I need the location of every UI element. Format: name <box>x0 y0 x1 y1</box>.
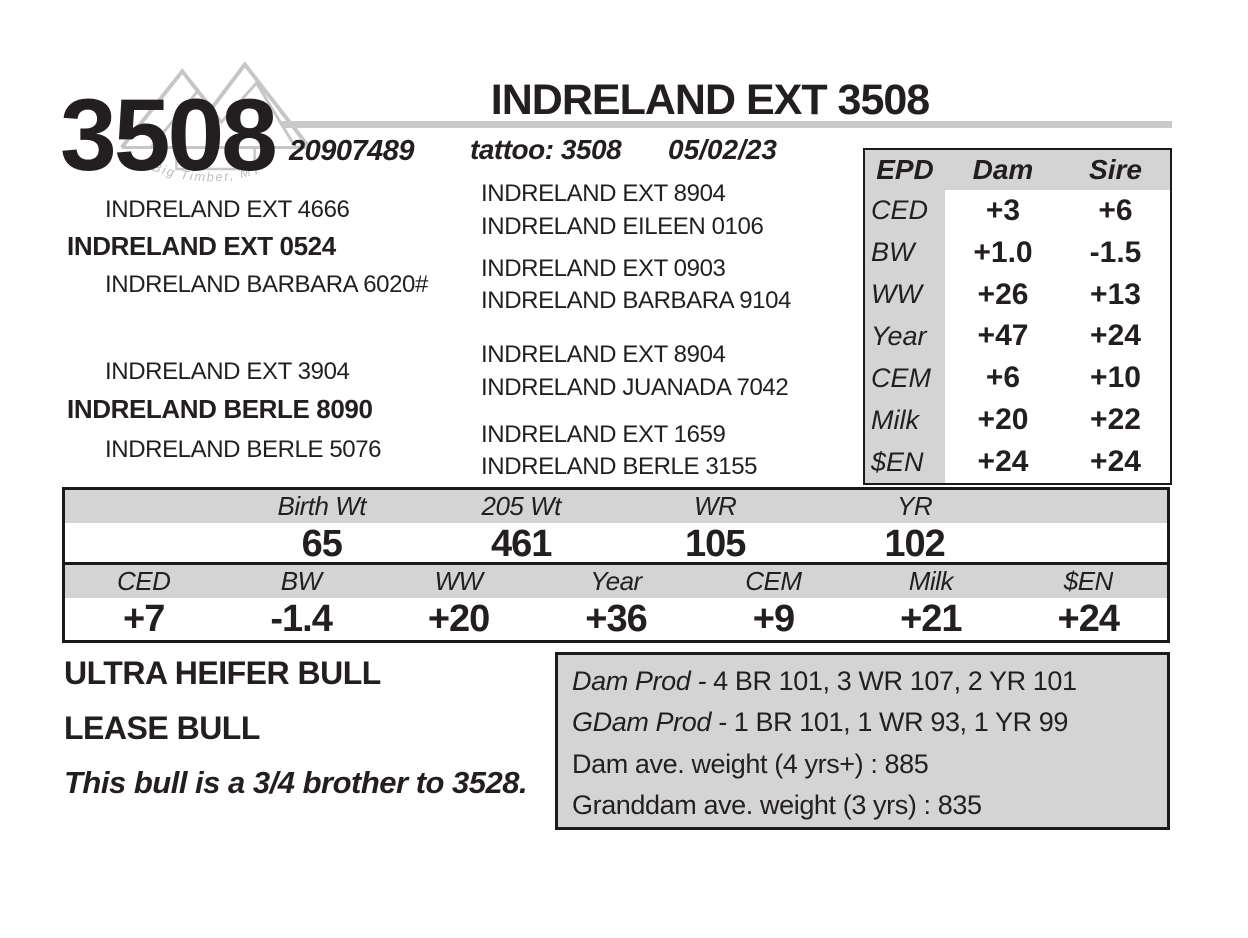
dam-production-box: Dam Prod - 4 BR 101, 3 WR 107, 2 YR 101 … <box>555 652 1170 830</box>
spacer <box>65 523 219 566</box>
dam-prod-label: Dam Prod - <box>572 666 714 696</box>
dam-prod-value: 4 BR 101, 3 WR 107, 2 YR 101 <box>713 666 1077 696</box>
perf-value-205-wt: 461 <box>491 523 552 565</box>
epd-sire-value: -1.5 <box>1061 231 1170 274</box>
perf-header-wr: WR <box>693 491 737 521</box>
pedigree-dam-grandsire: INDRELAND EXT 3904 <box>105 358 350 385</box>
registration-number: 20907489 <box>289 135 415 167</box>
note-lease-bull: LEASE BULL <box>64 710 260 746</box>
pedigree-dam-ggp-1: INDRELAND EXT 8904 <box>481 341 726 368</box>
own-epd-value-ww: +20 <box>427 598 490 640</box>
own-epd-table: CED BW WW Year CEM Milk $EN +7 -1.4 +20 … <box>62 562 1170 643</box>
spacer <box>1017 523 1167 566</box>
tattoo-label: tattoo: 3508 <box>470 134 622 165</box>
own-epd-value-milk: +21 <box>900 598 962 640</box>
lot-number: 3508 <box>60 78 278 192</box>
perf-value-birth-wt: 65 <box>301 523 343 565</box>
note-brother: This bull is a 3/4 brother to 3528. <box>64 765 528 800</box>
epd-table-header-epd: EPD <box>865 150 945 190</box>
own-epd-value-cem: +9 <box>752 598 795 640</box>
perf-value-wr: 105 <box>684 523 746 565</box>
title-rule <box>282 121 1172 128</box>
pedigree-dam-ggp-3: INDRELAND EXT 1659 <box>481 421 726 448</box>
pedigree-sire-granddam: INDRELAND BARBARA 6020# <box>105 271 428 298</box>
own-epd-header-milk: Milk <box>908 566 954 596</box>
perf-header-205-wt: 205 Wt <box>481 491 562 521</box>
own-epd-value-bw: -1.4 <box>270 598 332 640</box>
own-epd-value-en: +24 <box>1057 598 1120 640</box>
perf-value-yr: 102 <box>884 523 945 565</box>
own-epd-header-en: $EN <box>1063 566 1114 596</box>
epd-row-label: BW <box>865 231 945 274</box>
epd-sire-value: +22 <box>1061 399 1170 442</box>
epd-row-label: $EN <box>865 441 945 483</box>
performance-header-row: Birth Wt 205 Wt WR YR <box>65 490 1167 523</box>
epd-dam-value: +47 <box>945 315 1061 358</box>
pedigree-sire-ggp-3: INDRELAND EXT 0903 <box>481 255 726 282</box>
own-epd-header-ced: CED <box>117 566 171 596</box>
epd-dam-value: +6 <box>945 357 1061 400</box>
performance-value-row: 65 461 105 102 <box>65 523 1167 565</box>
epd-row-label: Year <box>865 315 945 358</box>
epd-sire-value: +24 <box>1061 441 1170 483</box>
epd-dam-value: +24 <box>945 441 1061 483</box>
page-title: INDRELAND EXT 3508 <box>490 76 930 124</box>
epd-dam-value: +20 <box>945 399 1061 442</box>
birth-date: 05/02/23 <box>668 134 777 165</box>
epd-table-header-sire: Sire <box>1061 150 1170 190</box>
spacer <box>1017 490 1167 523</box>
epd-dam-value: +26 <box>945 273 1061 316</box>
epd-sire-value: +6 <box>1061 190 1170 232</box>
pedigree-dam: INDRELAND BERLE 8090 <box>67 394 373 424</box>
pedigree-dam-granddam: INDRELAND BERLE 5076 <box>105 436 382 463</box>
own-epd-value-year: +36 <box>585 598 647 640</box>
own-epd-value-row: +7 -1.4 +20 +36 +9 +21 +24 <box>65 598 1167 640</box>
pedigree-sire: INDRELAND EXT 0524 <box>67 231 336 261</box>
dam-weight-line: Dam ave. weight (4 yrs+) : 885 <box>572 748 929 779</box>
own-epd-value-ced: +7 <box>123 598 165 640</box>
own-epd-header-cem: CEM <box>745 566 802 596</box>
pedigree-dam-ggp-4: INDRELAND BERLE 3155 <box>481 453 758 480</box>
dam-prod-line: Dam Prod - 4 BR 101, 3 WR 107, 2 YR 101 <box>572 661 1153 702</box>
pedigree-sire-ggp-2: INDRELAND EILEEN 0106 <box>481 213 764 240</box>
gdam-prod-line: GDam Prod - 1 BR 101, 1 WR 93, 1 YR 99 <box>572 702 1153 743</box>
epd-dam-value: +1.0 <box>945 231 1061 274</box>
granddam-weight-line: Granddam ave. weight (3 yrs) : 835 <box>572 789 982 820</box>
epd-table-header-dam: Dam <box>945 150 1061 190</box>
own-epd-header-bw: BW <box>280 566 322 596</box>
perf-header-yr: YR <box>897 491 933 521</box>
performance-table: Birth Wt 205 Wt WR YR 65 461 105 102 <box>62 487 1170 565</box>
own-epd-header-ww: WW <box>434 566 484 596</box>
note-ultra-heifer-bull: ULTRA HEIFER BULL <box>64 655 381 691</box>
pedigree-dam-ggp-2: INDRELAND JUANADA 7042 <box>481 374 789 401</box>
gdam-prod-value: 1 BR 101, 1 WR 93, 1 YR 99 <box>733 707 1069 738</box>
epd-sire-value: +24 <box>1061 315 1170 358</box>
epd-sire-value: +13 <box>1061 273 1170 316</box>
gdam-prod-label: GDam Prod - <box>572 707 734 738</box>
epd-row-label: Milk <box>865 399 945 442</box>
pedigree-sire-ggp-4: INDRELAND BARBARA 9104 <box>481 287 791 314</box>
epd-dam-value: +3 <box>945 190 1061 232</box>
epd-sire-value: +10 <box>1061 357 1170 400</box>
own-epd-header-row: CED BW WW Year CEM Milk $EN <box>65 565 1167 598</box>
spacer <box>65 490 219 523</box>
perf-header-birth-wt: Birth Wt <box>277 491 367 521</box>
epd-row-label: CEM <box>865 357 945 400</box>
epd-row-label: WW <box>865 273 945 316</box>
epd-row-label: CED <box>865 190 945 232</box>
pedigree-sire-ggp-1: INDRELAND EXT 8904 <box>481 180 726 207</box>
own-epd-header-year: Year <box>590 566 642 596</box>
mountain-logo-watermark: Big Timber, MT <box>120 61 311 184</box>
pedigree-sire-grandsire: INDRELAND EXT 4666 <box>105 196 350 223</box>
epd-dam-sire-table: EPD Dam Sire CED +3 +6 BW +1.0 -1.5 WW +… <box>863 148 1172 485</box>
